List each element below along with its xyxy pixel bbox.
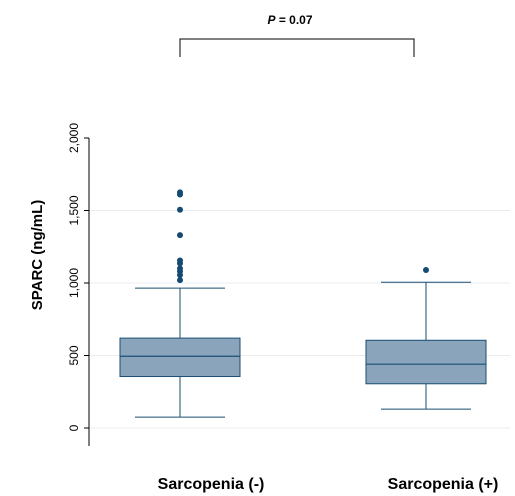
outlier-point	[177, 206, 183, 213]
y-tick-label-0: 0	[67, 424, 81, 431]
iqr-box	[365, 339, 487, 385]
outlier-point	[177, 232, 183, 239]
outlier-point	[177, 257, 183, 264]
y-tick-label-2000: 2,000	[67, 123, 81, 153]
y-axis-label: SPARC (ng/mL)	[29, 200, 46, 311]
outlier-point	[177, 265, 183, 272]
y-tick-label-1000: 1,000	[67, 268, 81, 298]
significance-bracket: P = 0.07	[179, 13, 415, 57]
y-tick-label-1500: 1,500	[67, 195, 81, 225]
iqr-box	[119, 337, 241, 378]
outlier-point	[423, 266, 429, 273]
p-value-number: = 0.07	[275, 13, 312, 27]
boxes	[119, 189, 487, 418]
category-labels: Sarcopenia (-) Sarcopenia (+)	[158, 476, 499, 493]
outlier-point	[177, 189, 183, 196]
outlier-point	[177, 277, 183, 284]
p-value-symbol: P	[267, 13, 276, 27]
y-tick-label-500: 500	[67, 345, 81, 365]
y-axis: 0 500 1,000 1,500 2,000	[67, 123, 90, 446]
gridlines	[89, 210, 510, 429]
category-label-2: Sarcopenia (+)	[388, 476, 499, 493]
box-group-1	[119, 189, 241, 418]
box-group-2	[365, 266, 487, 410]
p-value-label: P = 0.07	[267, 13, 312, 27]
category-label-1: Sarcopenia (-)	[158, 476, 265, 493]
bracket-line	[179, 38, 415, 57]
